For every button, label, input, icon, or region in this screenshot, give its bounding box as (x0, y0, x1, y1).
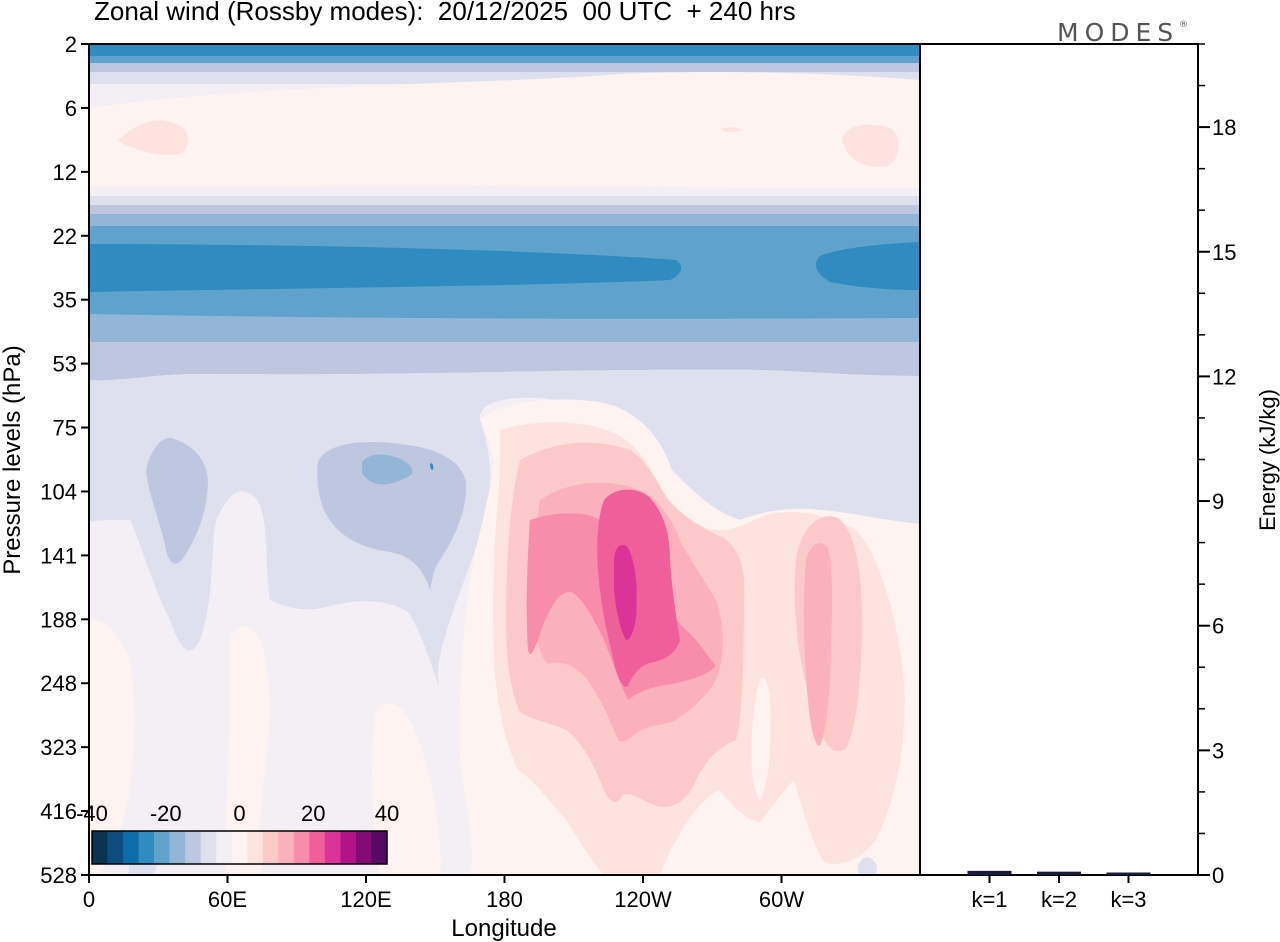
energy-x-tick-label: k=2 (1041, 887, 1077, 912)
x-tick-label: 120W (614, 887, 672, 912)
x-tick-label: 60E (208, 887, 247, 912)
colorbar-frame (91, 830, 388, 865)
colorbar-swatch (371, 831, 388, 864)
y-tick-label: 416 (40, 799, 77, 824)
x-tick-label: 120E (340, 887, 391, 912)
energy-tick-label: 9 (1212, 489, 1224, 514)
energy-tick-label: 15 (1212, 240, 1236, 265)
colorbar-swatch (107, 831, 124, 864)
colorbar-swatch (278, 831, 295, 864)
y-tick-label: 2 (65, 32, 77, 57)
colorbar-tick-label: -20 (150, 801, 182, 826)
colorbar-tick-label: 20 (301, 801, 325, 826)
colorbar-swatch (340, 831, 357, 864)
y-tick-label: 188 (40, 607, 77, 632)
energy-bar (1106, 872, 1151, 875)
x-tick-label: 60W (759, 887, 804, 912)
colorbar-swatch (92, 831, 108, 864)
colorbar-swatch (231, 831, 248, 864)
colorbar-swatch (216, 831, 233, 864)
energy-x-tick-label: k=3 (1110, 887, 1146, 912)
energy-bar (1037, 871, 1081, 875)
colorbar-swatch (324, 831, 341, 864)
energy-axis-label: Energy (kJ/kg) (1255, 389, 1280, 531)
colorbar-tick-label: 0 (233, 801, 245, 826)
y-axis-label: Pressure levels (hPa) (0, 345, 26, 574)
colorbar-swatch (262, 831, 279, 864)
y-tick-label: 12 (53, 160, 77, 185)
y-tick-label: 528 (40, 863, 77, 888)
colorbar-tick-label: -40 (76, 801, 108, 826)
y-tick-label: 53 (53, 352, 77, 377)
y-tick-label: 323 (40, 735, 77, 760)
energy-tick-label: 0 (1212, 863, 1224, 888)
colorbar-swatch (185, 831, 201, 864)
y-tick-label: 141 (40, 543, 77, 568)
y-tick-label: 6 (65, 96, 77, 121)
colorbar-swatch (169, 831, 186, 864)
y-tick-label: 75 (53, 416, 77, 441)
colorbar-swatch (123, 831, 139, 864)
x-tick-label: 0 (83, 887, 95, 912)
energy-bar (967, 870, 1012, 875)
colorbar-swatch (200, 831, 217, 864)
energy-panel (919, 43, 1199, 876)
colorbar-swatch (309, 831, 326, 864)
x-axis-label: Longitude (451, 915, 556, 942)
energy-x-tick-label: k=1 (971, 887, 1007, 912)
modes-logo: MODES® (1057, 18, 1189, 47)
y-tick-label: 22 (53, 224, 77, 249)
energy-tick-label: 6 (1212, 614, 1224, 639)
energy-tick-label: 12 (1212, 364, 1236, 389)
energy-tick-label: 18 (1212, 115, 1236, 140)
colorbar-tick-label: 40 (375, 801, 399, 826)
y-tick-label: 104 (40, 479, 77, 504)
colorbar-swatch (138, 831, 155, 864)
colorbar-swatch (355, 831, 372, 864)
colorbar-swatch (293, 831, 310, 864)
energy-tick-label: 3 (1212, 738, 1224, 763)
y-tick-label: 248 (40, 671, 77, 696)
chart-title: Zonal wind (Rossby modes): 20/12/2025 00… (94, 0, 796, 26)
x-tick-label: 180 (486, 887, 523, 912)
y-tick-label: 35 (53, 288, 77, 313)
colorbar-swatch (247, 831, 264, 864)
colorbar-swatch (154, 831, 170, 864)
zonal-wind-field (89, 44, 920, 875)
